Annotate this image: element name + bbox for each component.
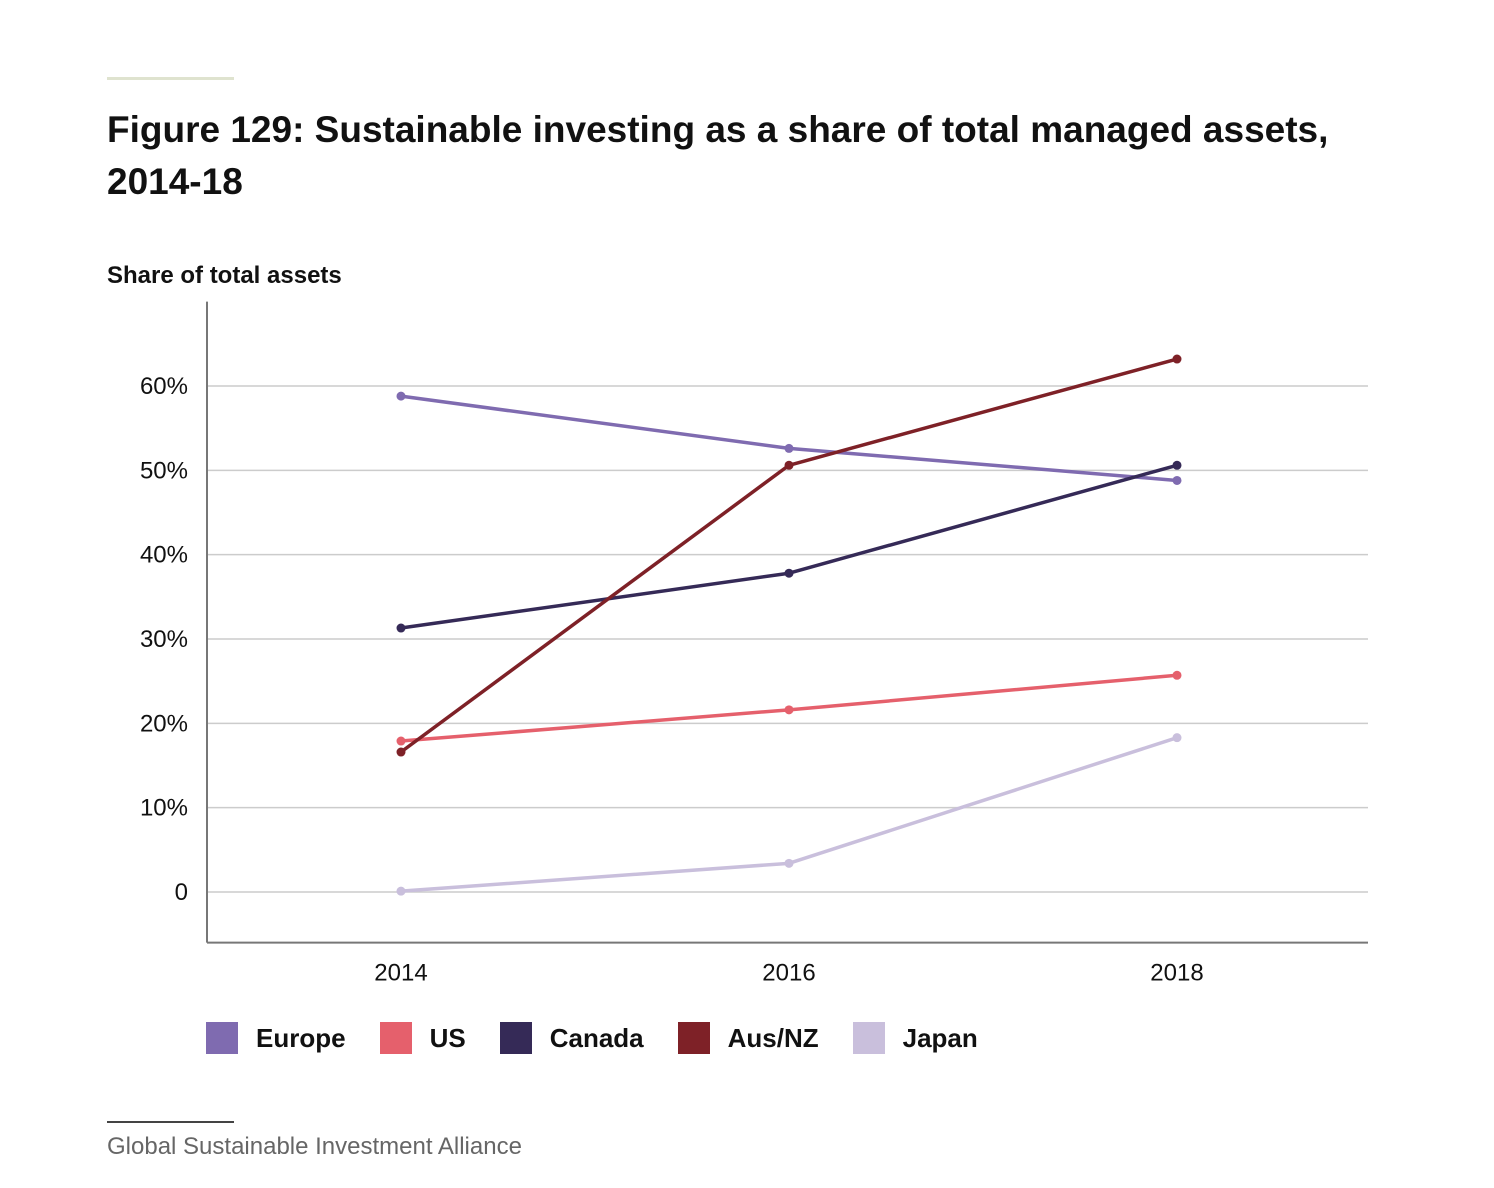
data-point-europe xyxy=(784,443,794,453)
legend-item-europe: Europe xyxy=(206,1022,346,1054)
data-point-us xyxy=(784,705,794,715)
data-point-us xyxy=(1172,670,1182,680)
line-chart: 0 10% 20% 30% 40% 50% 60% 2014 2016 2018 xyxy=(140,301,1368,987)
series-us xyxy=(396,670,1182,746)
legend-label: Aus/NZ xyxy=(727,1022,819,1053)
legend-label: US xyxy=(429,1022,466,1053)
y-tick-label: 60% xyxy=(140,373,188,400)
y-tick-label: 40% xyxy=(140,542,188,569)
series-line-aus-nz xyxy=(399,357,1178,754)
figure-title: Figure 129: Sustainable investing as a s… xyxy=(107,109,1329,202)
data-point-canada xyxy=(396,623,406,633)
x-tick-label: 2014 xyxy=(374,960,427,987)
series-aus-nz xyxy=(396,354,1182,757)
legend-swatch xyxy=(852,1022,885,1054)
legend-item-canada: Canada xyxy=(499,1022,644,1054)
x-tick-label: 2016 xyxy=(762,960,815,987)
top-accent-rule xyxy=(107,77,234,80)
legend-label: Japan xyxy=(902,1022,978,1053)
source-rule xyxy=(107,1121,234,1123)
y-tick-label: 30% xyxy=(140,626,188,653)
legend: Europe US Canada Aus/NZ Japan xyxy=(206,1022,1012,1054)
y-tick-label: 50% xyxy=(140,457,188,484)
legend-swatch xyxy=(206,1022,238,1054)
data-point-canada xyxy=(784,568,794,578)
series-line-japan xyxy=(400,736,1178,893)
data-point-japan xyxy=(396,886,406,896)
series-lines xyxy=(396,354,1182,896)
legend-item-us: US xyxy=(379,1022,466,1054)
y-tick-label: 10% xyxy=(140,795,188,822)
series-europe xyxy=(396,391,1182,485)
source-note: Global Sustainable Investment Alliance xyxy=(107,1133,522,1160)
x-tick-label: 2018 xyxy=(1150,960,1203,987)
data-point-canada xyxy=(1172,460,1182,470)
series-line-canada xyxy=(400,463,1178,630)
data-point-japan xyxy=(784,858,794,868)
axes: 0 10% 20% 30% 40% 50% 60% 2014 2016 2018 xyxy=(140,301,1368,987)
y-tick-label: 20% xyxy=(140,710,188,737)
legend-swatch xyxy=(499,1022,532,1054)
legend-swatch xyxy=(677,1022,710,1054)
data-point-us xyxy=(396,736,406,746)
data-point-europe xyxy=(1172,475,1182,485)
gridlines xyxy=(207,385,1368,893)
legend-label: Europe xyxy=(256,1022,346,1053)
legend-swatch xyxy=(379,1022,412,1054)
legend-label: Canada xyxy=(549,1022,644,1053)
data-point-aus-nz xyxy=(396,747,406,757)
y-tick-label: 0 xyxy=(175,879,188,906)
series-canada xyxy=(396,460,1182,633)
data-point-europe xyxy=(396,391,406,401)
data-point-aus-nz xyxy=(784,460,794,470)
legend-item-japan: Japan xyxy=(852,1022,978,1054)
data-point-japan xyxy=(1172,733,1182,743)
legend-item-aus-nz: Aus/NZ xyxy=(677,1022,819,1054)
data-point-aus-nz xyxy=(1172,354,1182,364)
series-japan xyxy=(396,733,1182,896)
y-axis-label: Share of total assets xyxy=(107,262,342,289)
